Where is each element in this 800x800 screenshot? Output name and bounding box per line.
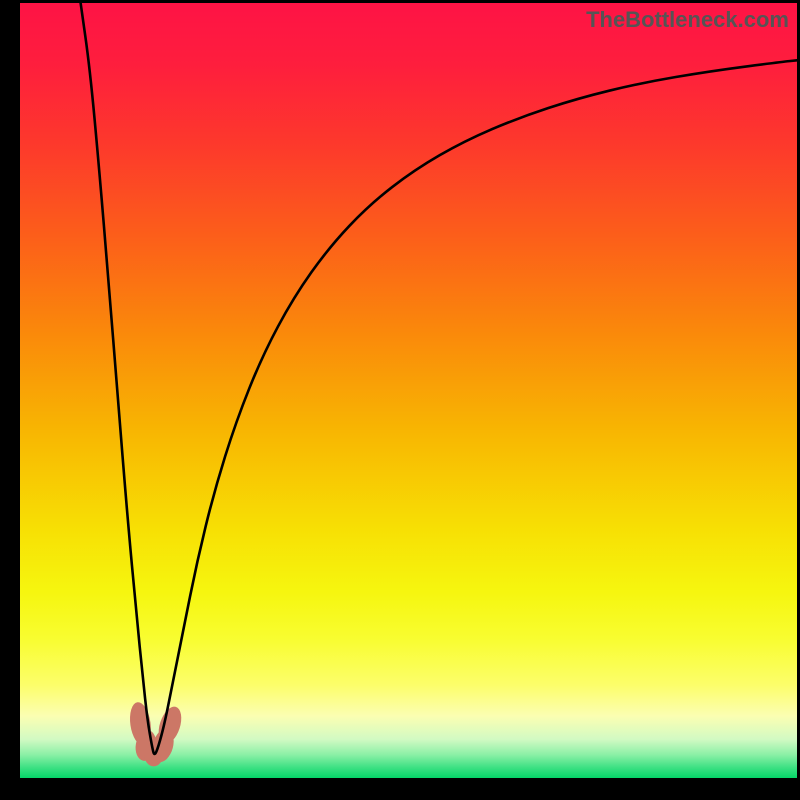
gradient-background <box>20 3 797 778</box>
plot-area: TheBottleneck.com <box>20 3 797 778</box>
chart-frame: TheBottleneck.com <box>0 0 800 800</box>
